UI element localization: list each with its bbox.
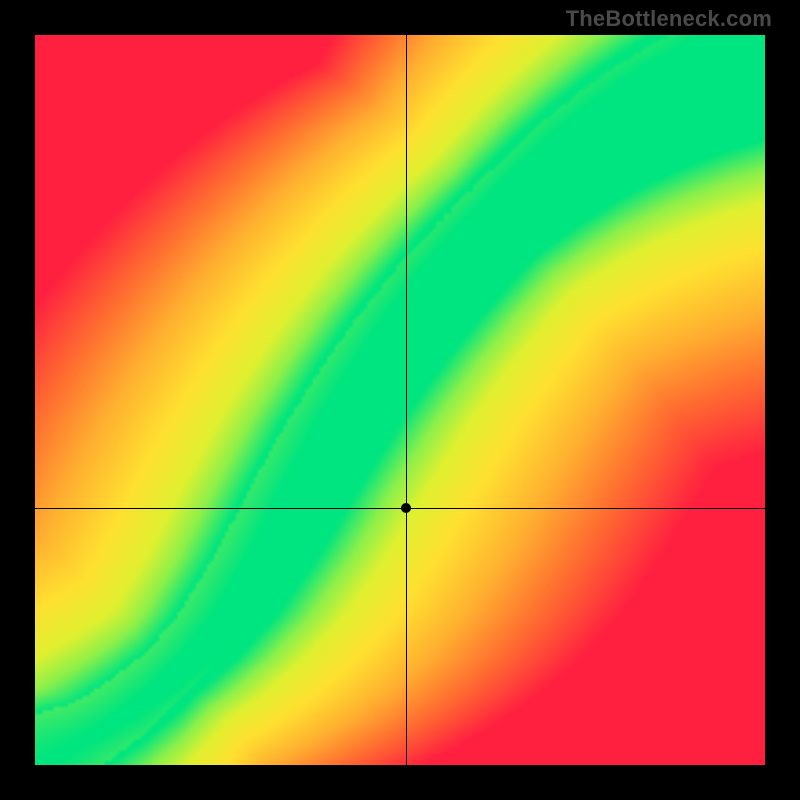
heatmap-canvas — [35, 35, 765, 765]
selection-marker — [401, 503, 411, 513]
bottleneck-heatmap — [35, 35, 765, 765]
crosshair-vertical — [406, 35, 407, 765]
watermark-text: TheBottleneck.com — [566, 6, 772, 32]
